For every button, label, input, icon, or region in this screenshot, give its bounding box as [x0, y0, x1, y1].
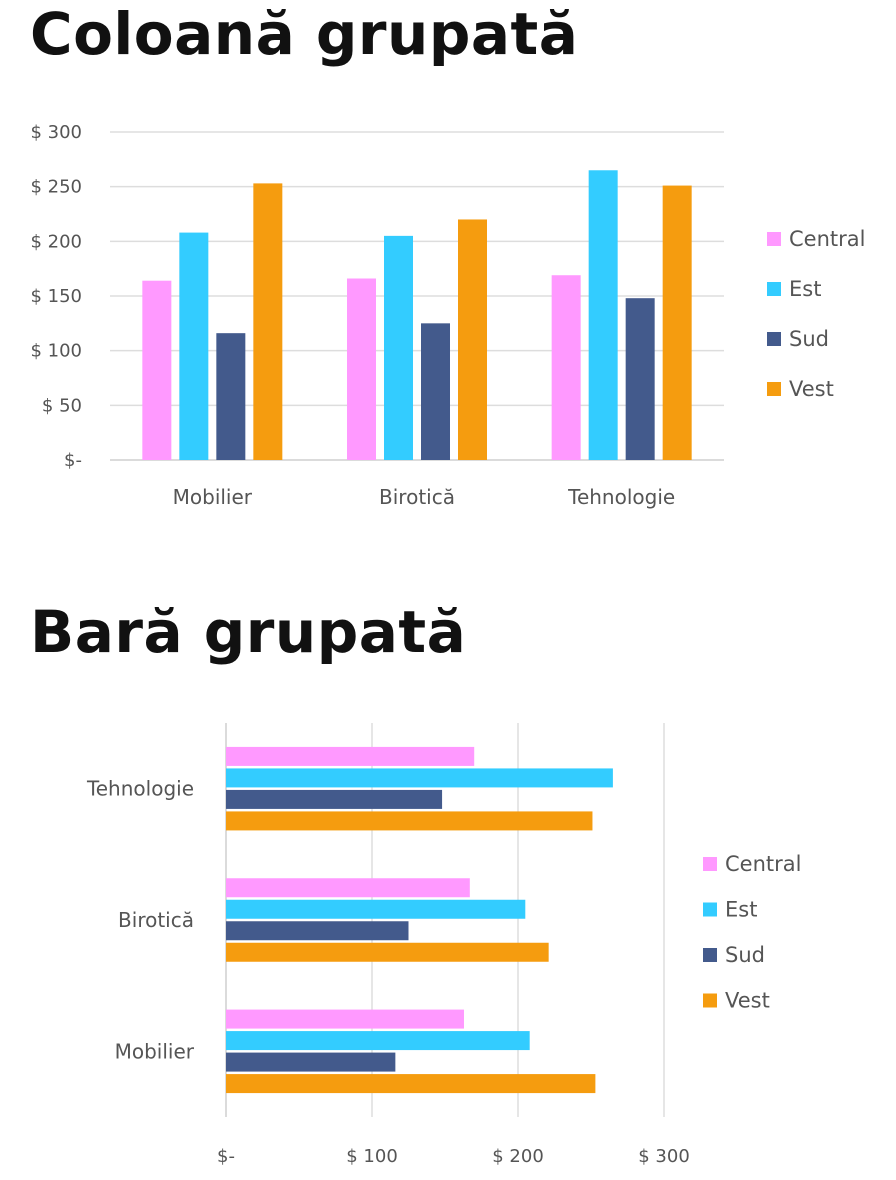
grouped-column-chart: $- $ 50 $ 100 $ 150 $ 200 $ 250 $ 300 Mobilier B…	[30, 122, 865, 509]
x-tick-label: $ 100	[346, 1146, 398, 1167]
column-chart-title: Coloană grupată	[30, 0, 579, 68]
bar-tehnologie-vest	[662, 185, 692, 460]
bar-mobilier-central	[226, 1009, 464, 1029]
x-tick-label: $-	[217, 1146, 235, 1167]
x-category-label: Birotică	[379, 485, 455, 509]
y-category-label: Mobilier	[115, 1039, 195, 1063]
bar-mobilier-est	[226, 1031, 530, 1051]
bar-mobilier-vest	[226, 1074, 596, 1094]
bar-tehnologie-vest	[226, 811, 593, 831]
bar-mobilier-central	[142, 280, 172, 460]
bar-tehnologie-central	[226, 746, 475, 766]
legend-swatch-est	[703, 902, 717, 917]
y-tick-label: $ 50	[42, 395, 82, 416]
bar-birotica-sud	[226, 921, 409, 941]
legend-label-est: Est	[725, 898, 757, 922]
bar-mobilier-vest	[253, 183, 283, 460]
y-tick-label: $ 150	[30, 286, 82, 307]
legend-label-sud: Sud	[789, 327, 829, 351]
bar-birotica-vest	[458, 219, 487, 460]
y-tick-label: $-	[64, 450, 82, 471]
bar-birotica-est	[384, 235, 413, 460]
legend-swatch-central	[767, 232, 781, 246]
bar-mobilier-sud	[226, 1052, 396, 1072]
y-tick-label: $ 100	[30, 341, 82, 362]
y-tick-label: $ 300	[30, 122, 82, 143]
y-category-label: Tehnologie	[86, 777, 194, 801]
legend-swatch-sud	[703, 948, 717, 962]
bar-birotica-est	[226, 899, 526, 919]
y-tick-label: $ 250	[30, 177, 82, 198]
legend-swatch-est	[767, 282, 781, 296]
legend-label-central: Central	[725, 852, 801, 876]
legend-swatch-vest	[767, 382, 781, 396]
bar-birotica-central	[226, 878, 470, 898]
legend-label-sud: Sud	[725, 943, 765, 967]
y-tick-label: $ 200	[30, 231, 82, 252]
legend-label-central: Central	[789, 227, 865, 251]
legend-label-vest: Vest	[789, 377, 834, 401]
bar-tehnologie-est	[588, 170, 618, 460]
legend-label-vest: Vest	[725, 989, 770, 1013]
legend-label-est: Est	[789, 277, 821, 301]
x-tick-label: $ 300	[638, 1146, 690, 1167]
legend-swatch-sud	[767, 332, 781, 346]
x-tick-label: $ 200	[492, 1146, 544, 1167]
bar-birotica-sud	[421, 323, 450, 460]
x-category-label: Mobilier	[173, 485, 253, 509]
bar-tehnologie-sud	[226, 789, 443, 809]
bar-chart-title: Bară grupată	[30, 598, 467, 666]
bar-mobilier-sud	[216, 333, 246, 460]
bar-tehnologie-central	[551, 275, 581, 460]
bar-birotica-vest	[226, 942, 549, 962]
bar-tehnologie-sud	[625, 298, 655, 460]
grouped-bar-chart: $- $ 100 $ 200 $ 300 Tehnologie Birotică Mobil…	[86, 723, 801, 1167]
legend-swatch-vest	[703, 993, 717, 1008]
bar-mobilier-est	[179, 232, 209, 460]
x-category-label: Tehnologie	[567, 485, 675, 509]
legend-swatch-central	[703, 857, 717, 871]
y-category-label: Birotică	[118, 908, 194, 932]
bar-birotica-central	[347, 278, 376, 460]
bar-tehnologie-est	[226, 768, 613, 788]
